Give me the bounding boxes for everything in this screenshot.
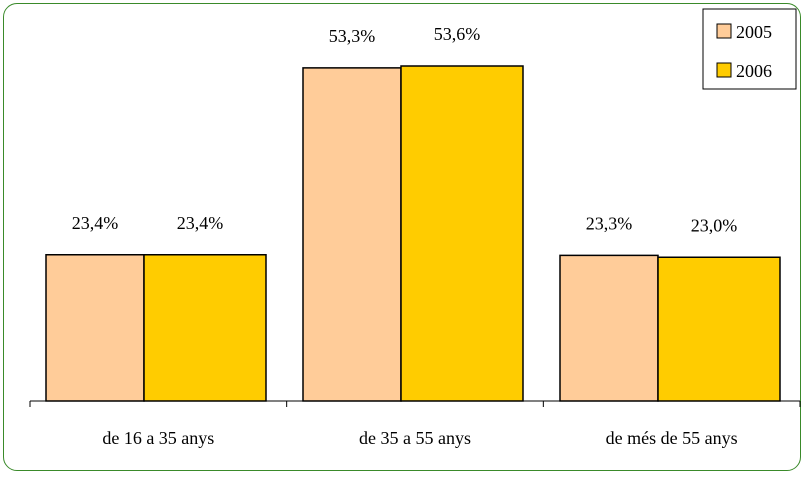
bar-2006-1 (400, 65, 524, 402)
legend: 2005 2006 (702, 8, 797, 90)
category-label-0: de 16 a 35 anys (102, 428, 214, 448)
value-labels-group: 23,4% 23,4% 53,3% 53,6% 23,3% 23,0% (72, 24, 738, 235)
bar-2005-0 (45, 254, 145, 402)
value-label-2006-0: 23,4% (177, 213, 224, 233)
value-label-2006-1: 53,6% (434, 24, 481, 44)
bar-2005-1 (302, 67, 402, 402)
legend-label-2005: 2005 (736, 22, 772, 42)
value-label-2006-2: 23,0% (691, 215, 738, 235)
bar-2006-0 (143, 254, 267, 402)
legend-label-2006: 2006 (736, 61, 772, 81)
category-labels-group: de 16 a 35 anys de 35 a 55 anys de més de … (102, 428, 737, 448)
bar-2006-2 (657, 256, 781, 402)
bars-group (45, 65, 781, 402)
value-label-2005-0: 23,4% (72, 213, 119, 233)
legend-swatch-2005 (716, 23, 732, 39)
category-label-1: de 35 a 55 anys (359, 428, 471, 448)
category-label-2: de més de 55 anys (606, 428, 738, 448)
value-label-2005-2: 23,3% (586, 213, 633, 233)
bar-2005-2 (559, 254, 659, 402)
x-axis (29, 400, 801, 407)
legend-swatch-2006 (716, 62, 732, 78)
value-label-2005-1: 53,3% (329, 26, 376, 46)
